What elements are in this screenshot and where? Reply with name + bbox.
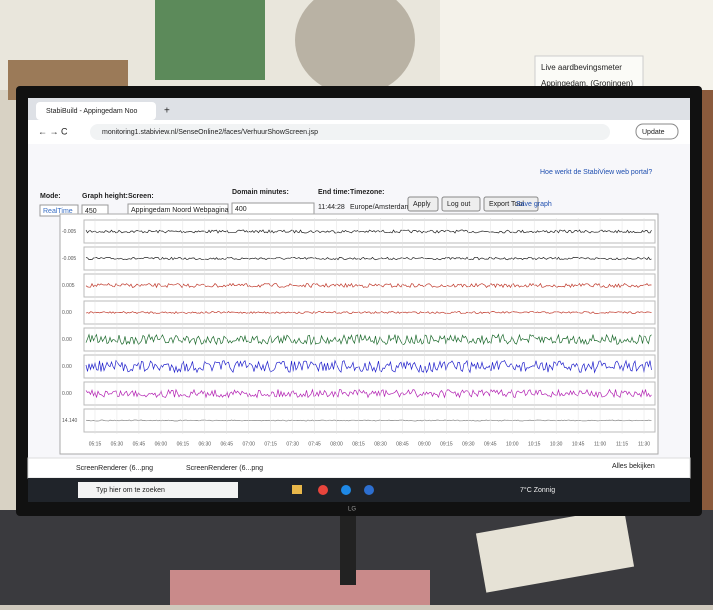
button-label: Log out — [447, 201, 470, 208]
minutes-value: 400 — [235, 206, 247, 213]
panel — [84, 220, 655, 243]
x-tick-label: 11:00 — [594, 441, 606, 447]
timezone: Europe/Amsterdam — [350, 204, 410, 211]
monitor-stand — [340, 515, 356, 585]
x-tick-label: 08:30 — [374, 441, 387, 447]
x-tick-label: 06:45 — [220, 441, 233, 447]
y-label: 14.140 — [62, 418, 78, 424]
graphs: -0.005 -0.005 0.005 0.00 0.00 0.00 0.00 14.140 0… — [62, 218, 655, 447]
x-tick-label: 08:00 — [330, 441, 343, 447]
y-label: -0.005 — [62, 229, 76, 235]
help-link[interactable]: Hoe werkt de StabiView web portal? — [540, 169, 652, 176]
y-label: 0.00 — [62, 310, 72, 316]
url: monitoring1.stabiview.nl/SenseOnline2/fa… — [102, 129, 318, 136]
label: Graph height: — [82, 193, 128, 200]
label: Timezone: — [350, 189, 385, 196]
y-label: 0.00 — [62, 391, 72, 397]
app-icon[interactable] — [364, 485, 374, 495]
search-text: Typ hier om te zoeken — [96, 487, 165, 494]
app-icon[interactable] — [318, 485, 328, 495]
x-tick-label: 06:15 — [177, 441, 190, 447]
x-tick-label: 10:00 — [506, 441, 519, 447]
label: Domain minutes: — [232, 189, 289, 196]
x-tick-label: 11:15 — [616, 441, 628, 447]
x-tick-label: 07:30 — [286, 441, 299, 447]
update-label: Update — [642, 129, 665, 136]
x-tick-label: 07:00 — [242, 441, 255, 447]
x-tick-label: 10:15 — [528, 441, 541, 447]
app-icon[interactable] — [292, 485, 302, 494]
cloth — [170, 570, 430, 605]
y-label: 0.00 — [62, 337, 72, 343]
button-label: Apply — [413, 201, 431, 208]
y-label: 0.00 — [62, 364, 72, 370]
x-tick-label: 09:00 — [418, 441, 431, 447]
y-label: -0.005 — [62, 256, 76, 262]
x-tick-label: 11:30 — [638, 441, 650, 447]
screen-value: Appingedam Noord Webpagina — [131, 207, 229, 214]
tab-title: StabiBuild - Appingedam Noo — [46, 108, 138, 115]
x-tick-label: 05:45 — [133, 441, 146, 447]
x-tick-label: 07:15 — [264, 441, 277, 447]
x-tick-label: 09:15 — [440, 441, 453, 447]
download-file[interactable]: ScreenRenderer (6...png — [186, 465, 263, 472]
painting — [155, 0, 265, 80]
x-tick-label: 09:45 — [484, 441, 497, 447]
x-tick-label: 10:30 — [550, 441, 563, 447]
x-tick-label: 08:45 — [396, 441, 409, 447]
end-time: 11:44:28 — [318, 204, 345, 211]
x-tick-label: 08:15 — [352, 441, 365, 447]
logo: LG — [348, 507, 356, 513]
y-label: 0.005 — [62, 283, 75, 289]
weather: 7°C Zonnig — [520, 486, 555, 494]
nav-buttons[interactable]: ← → C — [38, 126, 68, 136]
x-tick-label: 06:00 — [155, 441, 168, 447]
x-tick-label: 07:45 — [308, 441, 321, 447]
x-tick-label: 10:45 — [572, 441, 585, 447]
page: Live aardbevingsmeter Appingedam. (Groni… — [0, 0, 713, 605]
x-tick-label: 05:15 — [89, 441, 102, 447]
x-tick-label: 09:30 — [462, 441, 475, 447]
x-tick-label: 06:30 — [199, 441, 212, 447]
label: Mode: — [40, 193, 61, 200]
x-tick-label: 05:30 — [111, 441, 124, 447]
new-tab[interactable]: + — [164, 106, 170, 117]
label: Screen: — [128, 193, 154, 200]
download-file[interactable]: ScreenRenderer (6...png — [76, 465, 153, 472]
note-line: Live aardbevingsmeter — [541, 63, 622, 72]
show-all[interactable]: Alles bekijken — [612, 463, 655, 470]
app-icon[interactable] — [341, 485, 351, 495]
label: End time: — [318, 189, 350, 196]
panel — [84, 355, 655, 378]
scene: Live aardbevingsmeter Appingedam. (Groni… — [0, 0, 713, 605]
save-link[interactable]: Save graph — [516, 201, 552, 208]
